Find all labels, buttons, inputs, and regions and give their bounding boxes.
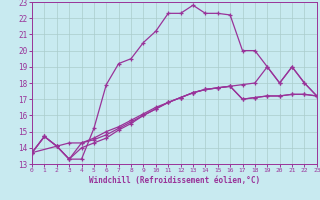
X-axis label: Windchill (Refroidissement éolien,°C): Windchill (Refroidissement éolien,°C) (89, 176, 260, 185)
